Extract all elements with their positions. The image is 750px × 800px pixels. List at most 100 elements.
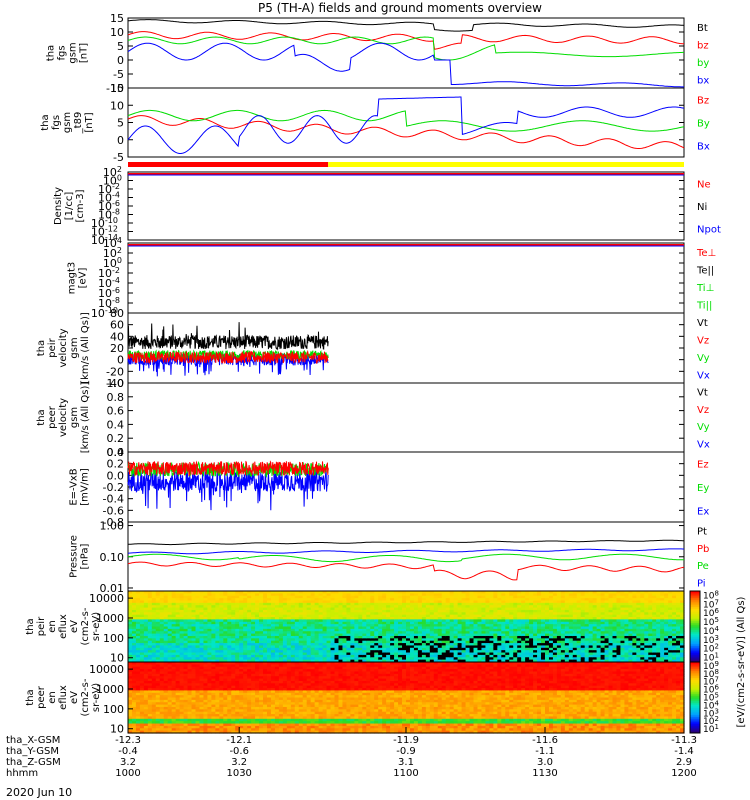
heat-cell bbox=[473, 647, 479, 651]
heat-cell bbox=[612, 659, 618, 663]
heat-cell bbox=[525, 593, 530, 597]
heat-cell bbox=[155, 690, 161, 694]
heat-cell bbox=[294, 633, 300, 637]
heat-cell bbox=[267, 631, 272, 635]
heat-cell bbox=[398, 659, 403, 663]
heat-cell bbox=[402, 654, 407, 658]
heat-cell bbox=[207, 617, 212, 620]
heat-cell bbox=[501, 607, 506, 611]
heat-cell bbox=[417, 624, 423, 628]
heat-cell bbox=[568, 600, 574, 604]
heat-cell bbox=[362, 654, 367, 658]
heat-cell bbox=[247, 609, 252, 613]
heat-cell bbox=[330, 628, 336, 632]
heat-cell bbox=[668, 643, 673, 647]
heat-cell bbox=[636, 654, 641, 658]
heat-cell bbox=[179, 612, 185, 616]
heat-cell bbox=[425, 628, 431, 632]
heat-cell bbox=[259, 626, 264, 630]
heat-cell bbox=[167, 676, 173, 680]
heat-cell bbox=[147, 702, 153, 706]
heat-cell bbox=[556, 614, 562, 618]
heat-cell bbox=[588, 609, 594, 613]
heat-cell bbox=[362, 607, 367, 611]
heat-cell bbox=[560, 602, 566, 606]
heat-cell bbox=[147, 633, 153, 637]
heat-cell bbox=[306, 652, 312, 656]
heat-cell bbox=[441, 619, 447, 623]
heat-cell bbox=[608, 647, 614, 651]
heat-cell bbox=[529, 607, 534, 611]
heat-cell bbox=[175, 650, 181, 654]
heat-cell bbox=[374, 621, 379, 625]
heat-cell bbox=[286, 647, 292, 651]
heat-cell bbox=[227, 614, 232, 618]
heat-cell bbox=[604, 621, 610, 625]
legend-p8-1: Pb bbox=[697, 544, 709, 555]
heat-cell bbox=[461, 624, 467, 628]
heat-cell bbox=[366, 593, 371, 597]
heat-cell bbox=[672, 612, 677, 616]
heat-cell bbox=[199, 631, 205, 635]
heat-cell bbox=[135, 643, 141, 647]
heat-cell bbox=[239, 624, 244, 628]
heat-cell bbox=[151, 607, 157, 611]
heat-cell bbox=[263, 591, 268, 594]
heat-cell bbox=[219, 591, 224, 594]
heat-cell bbox=[167, 609, 173, 613]
heat-cell bbox=[342, 626, 348, 630]
heat-cell bbox=[624, 619, 629, 623]
heat-cell bbox=[366, 647, 371, 651]
heat-cell bbox=[545, 591, 550, 594]
heat-cell bbox=[207, 647, 212, 651]
heat-cell bbox=[310, 628, 316, 632]
heat-cell bbox=[417, 635, 423, 639]
heat-cell bbox=[195, 609, 201, 613]
heat-cell bbox=[298, 638, 304, 642]
heat-cell bbox=[326, 614, 332, 618]
heat-cell bbox=[624, 635, 629, 639]
heat-cell bbox=[600, 626, 606, 630]
heat-cell bbox=[310, 593, 316, 597]
heat-cell bbox=[461, 595, 467, 599]
heat-cell bbox=[159, 657, 165, 661]
heat-cell bbox=[409, 607, 415, 611]
heat-cell bbox=[390, 657, 395, 661]
heat-cell bbox=[322, 605, 328, 609]
heat-cell bbox=[171, 673, 177, 677]
heat-cell bbox=[131, 605, 137, 609]
heat-cell bbox=[548, 605, 554, 609]
heat-cell bbox=[604, 643, 610, 647]
heat-cell bbox=[366, 621, 371, 625]
heat-cell bbox=[155, 640, 161, 644]
heat-cell bbox=[668, 602, 673, 606]
heat-cell bbox=[509, 593, 514, 597]
heat-cell bbox=[251, 598, 256, 602]
y-tick-label-7-2: 0.0 bbox=[107, 469, 125, 482]
heat-cell bbox=[545, 643, 550, 647]
heat-cell bbox=[159, 619, 165, 623]
heat-cell bbox=[358, 640, 363, 644]
heat-cell bbox=[139, 664, 145, 668]
heat-cell bbox=[390, 600, 395, 604]
heat-cell bbox=[386, 598, 391, 602]
heat-cell bbox=[461, 633, 467, 637]
heat-cell bbox=[660, 595, 665, 599]
heat-cell bbox=[457, 650, 463, 654]
heat-cell bbox=[370, 633, 375, 637]
heat-cell bbox=[402, 631, 407, 635]
heat-cell bbox=[143, 617, 149, 620]
heat-cell bbox=[338, 624, 344, 628]
heat-cell bbox=[231, 614, 236, 618]
heat-cell bbox=[298, 617, 304, 620]
heat-cell bbox=[278, 605, 284, 609]
heat-cell bbox=[306, 626, 312, 630]
heat-cell bbox=[552, 598, 558, 602]
heat-cell bbox=[259, 617, 264, 620]
heat-cell bbox=[219, 602, 224, 606]
heat-cell bbox=[568, 657, 574, 661]
heat-cell bbox=[406, 619, 411, 623]
heat-cell bbox=[135, 709, 141, 713]
heat-cell bbox=[135, 690, 141, 694]
heat-cell bbox=[664, 609, 669, 613]
